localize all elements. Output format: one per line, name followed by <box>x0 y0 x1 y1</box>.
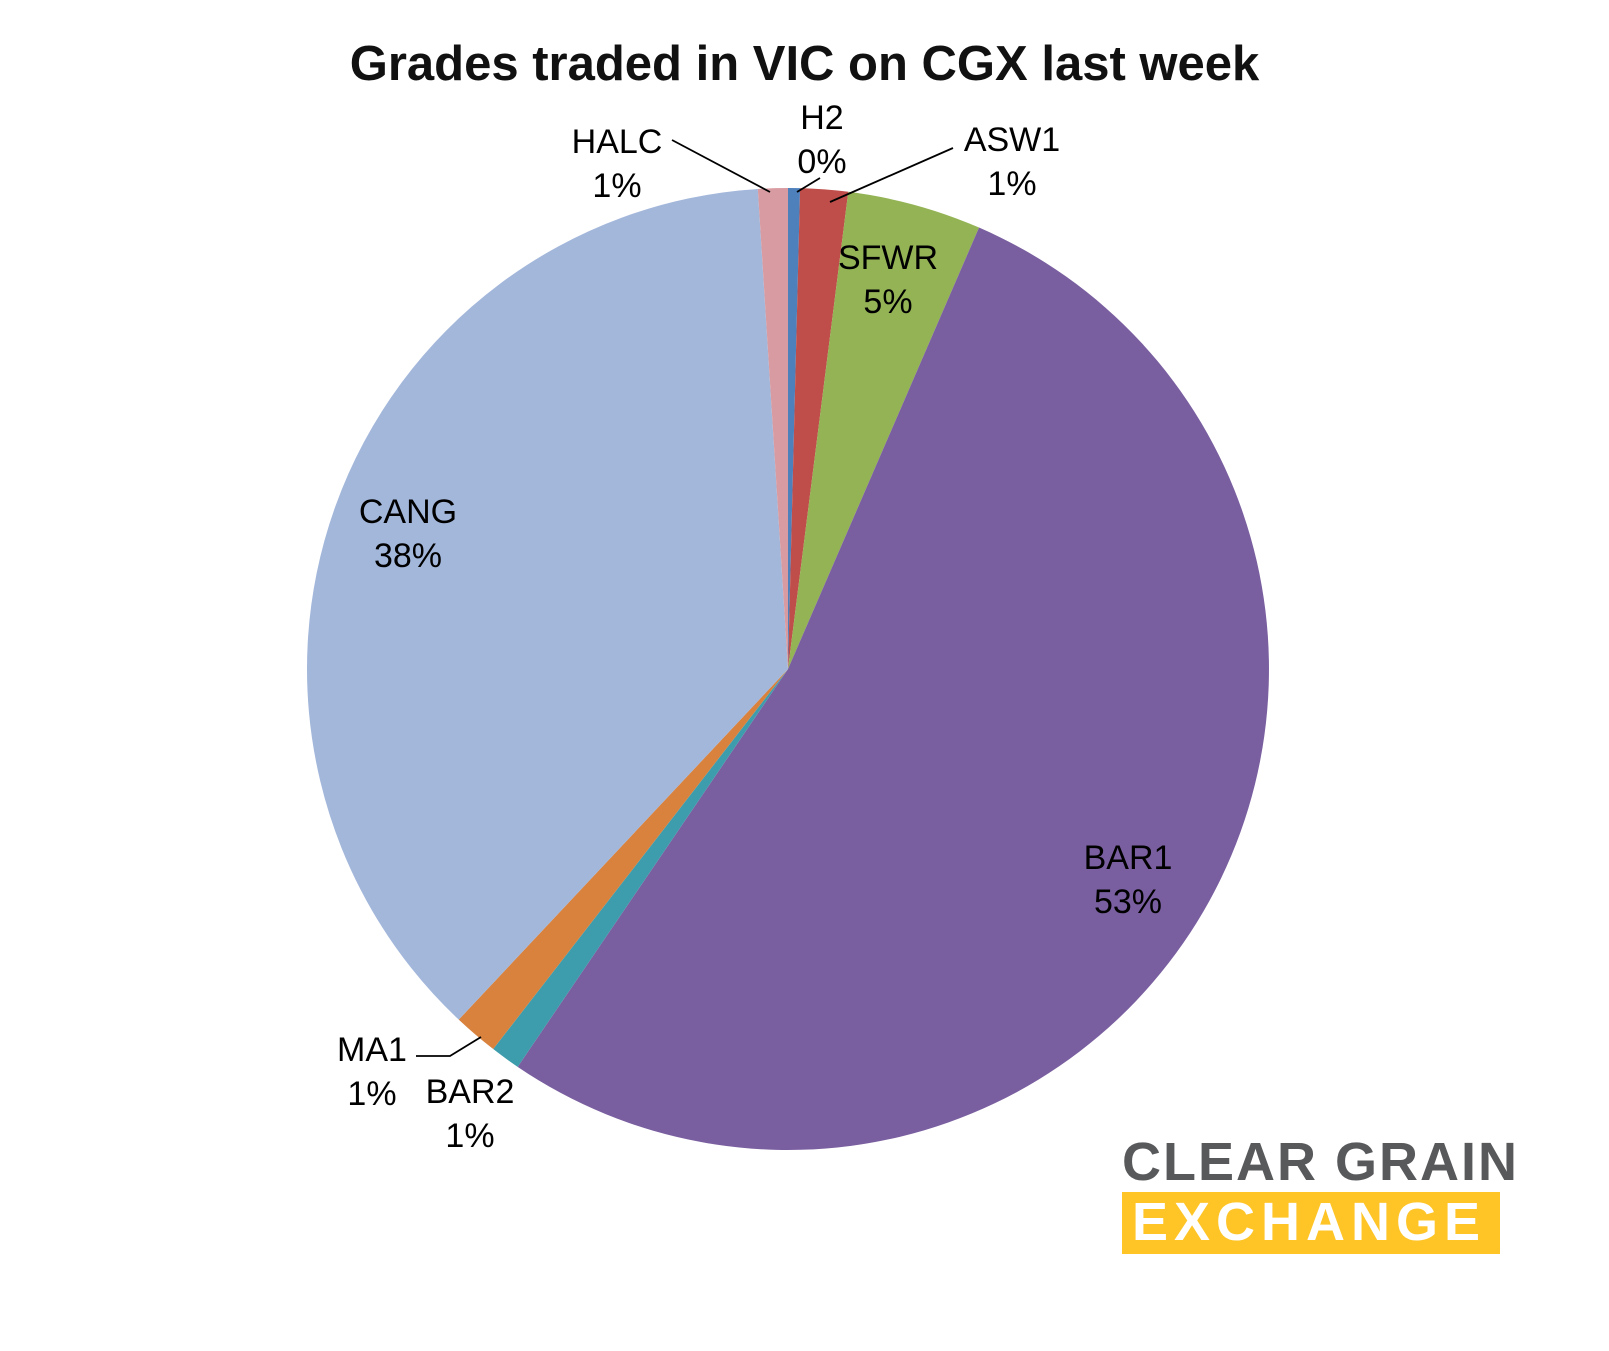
slice-label-sfwr: SFWR 5% <box>838 236 938 324</box>
pie-slice-asw1 <box>788 188 849 669</box>
slice-label-value: 0% <box>797 143 847 181</box>
slice-label-bar2: BAR2 1% <box>426 1070 515 1158</box>
pie-slice-h2 <box>788 188 801 669</box>
pie-slice-cang <box>307 188 788 1020</box>
pie-slice-bar1 <box>517 227 1269 1150</box>
slice-label-ma1: MA1 1% <box>337 1028 407 1116</box>
slice-label-cang: CANG 38% <box>359 490 457 578</box>
leader-line-h2 <box>796 177 821 193</box>
slice-label-value: 1% <box>347 1075 397 1113</box>
slice-label-h2: H2 0% <box>797 96 846 184</box>
slice-label-bar1: BAR1 53% <box>1084 836 1173 924</box>
slice-label-name: BAR1 <box>1083 839 1173 877</box>
leader-line-ma1 <box>416 1036 482 1057</box>
pie-slice-ma1 <box>458 669 788 1050</box>
slice-label-value: 1% <box>445 1117 495 1155</box>
slice-label-value: 38% <box>373 537 443 575</box>
chart-title: Grades traded in VIC on CGX last week <box>349 37 1260 91</box>
slice-label-name: HALC <box>571 123 663 161</box>
slice-label-value: 1% <box>592 167 642 205</box>
leader-line-halc <box>671 139 771 193</box>
leader-line-asw1 <box>829 147 954 203</box>
pie-slice-halc <box>757 188 788 669</box>
slice-label-name: ASW1 <box>963 121 1061 159</box>
slice-label-name: SFWR <box>837 239 939 277</box>
cgx-logo: CLEAR GRAIN EXCHANGE <box>1122 1134 1522 1254</box>
slice-label-value: 53% <box>1093 883 1163 921</box>
slice-label-halc: HALC 1% <box>572 120 663 208</box>
slice-label-value: 5% <box>863 283 913 321</box>
slice-label-name: BAR2 <box>425 1073 515 1111</box>
pie-slice-bar2 <box>493 669 788 1067</box>
slice-label-name: MA1 <box>337 1031 407 1069</box>
logo-clear-grain-text: CLEAR GRAIN <box>1122 1132 1519 1192</box>
pie-slices <box>307 188 1269 1150</box>
pie-slice-sfwr <box>788 191 980 670</box>
logo-exchange-text: EXCHANGE <box>1122 1192 1501 1254</box>
slice-label-value: 1% <box>987 165 1037 203</box>
slice-label-name: CANG <box>358 493 458 531</box>
slice-label-name: H2 <box>800 99 844 137</box>
slice-label-asw1: ASW1 1% <box>964 118 1060 206</box>
